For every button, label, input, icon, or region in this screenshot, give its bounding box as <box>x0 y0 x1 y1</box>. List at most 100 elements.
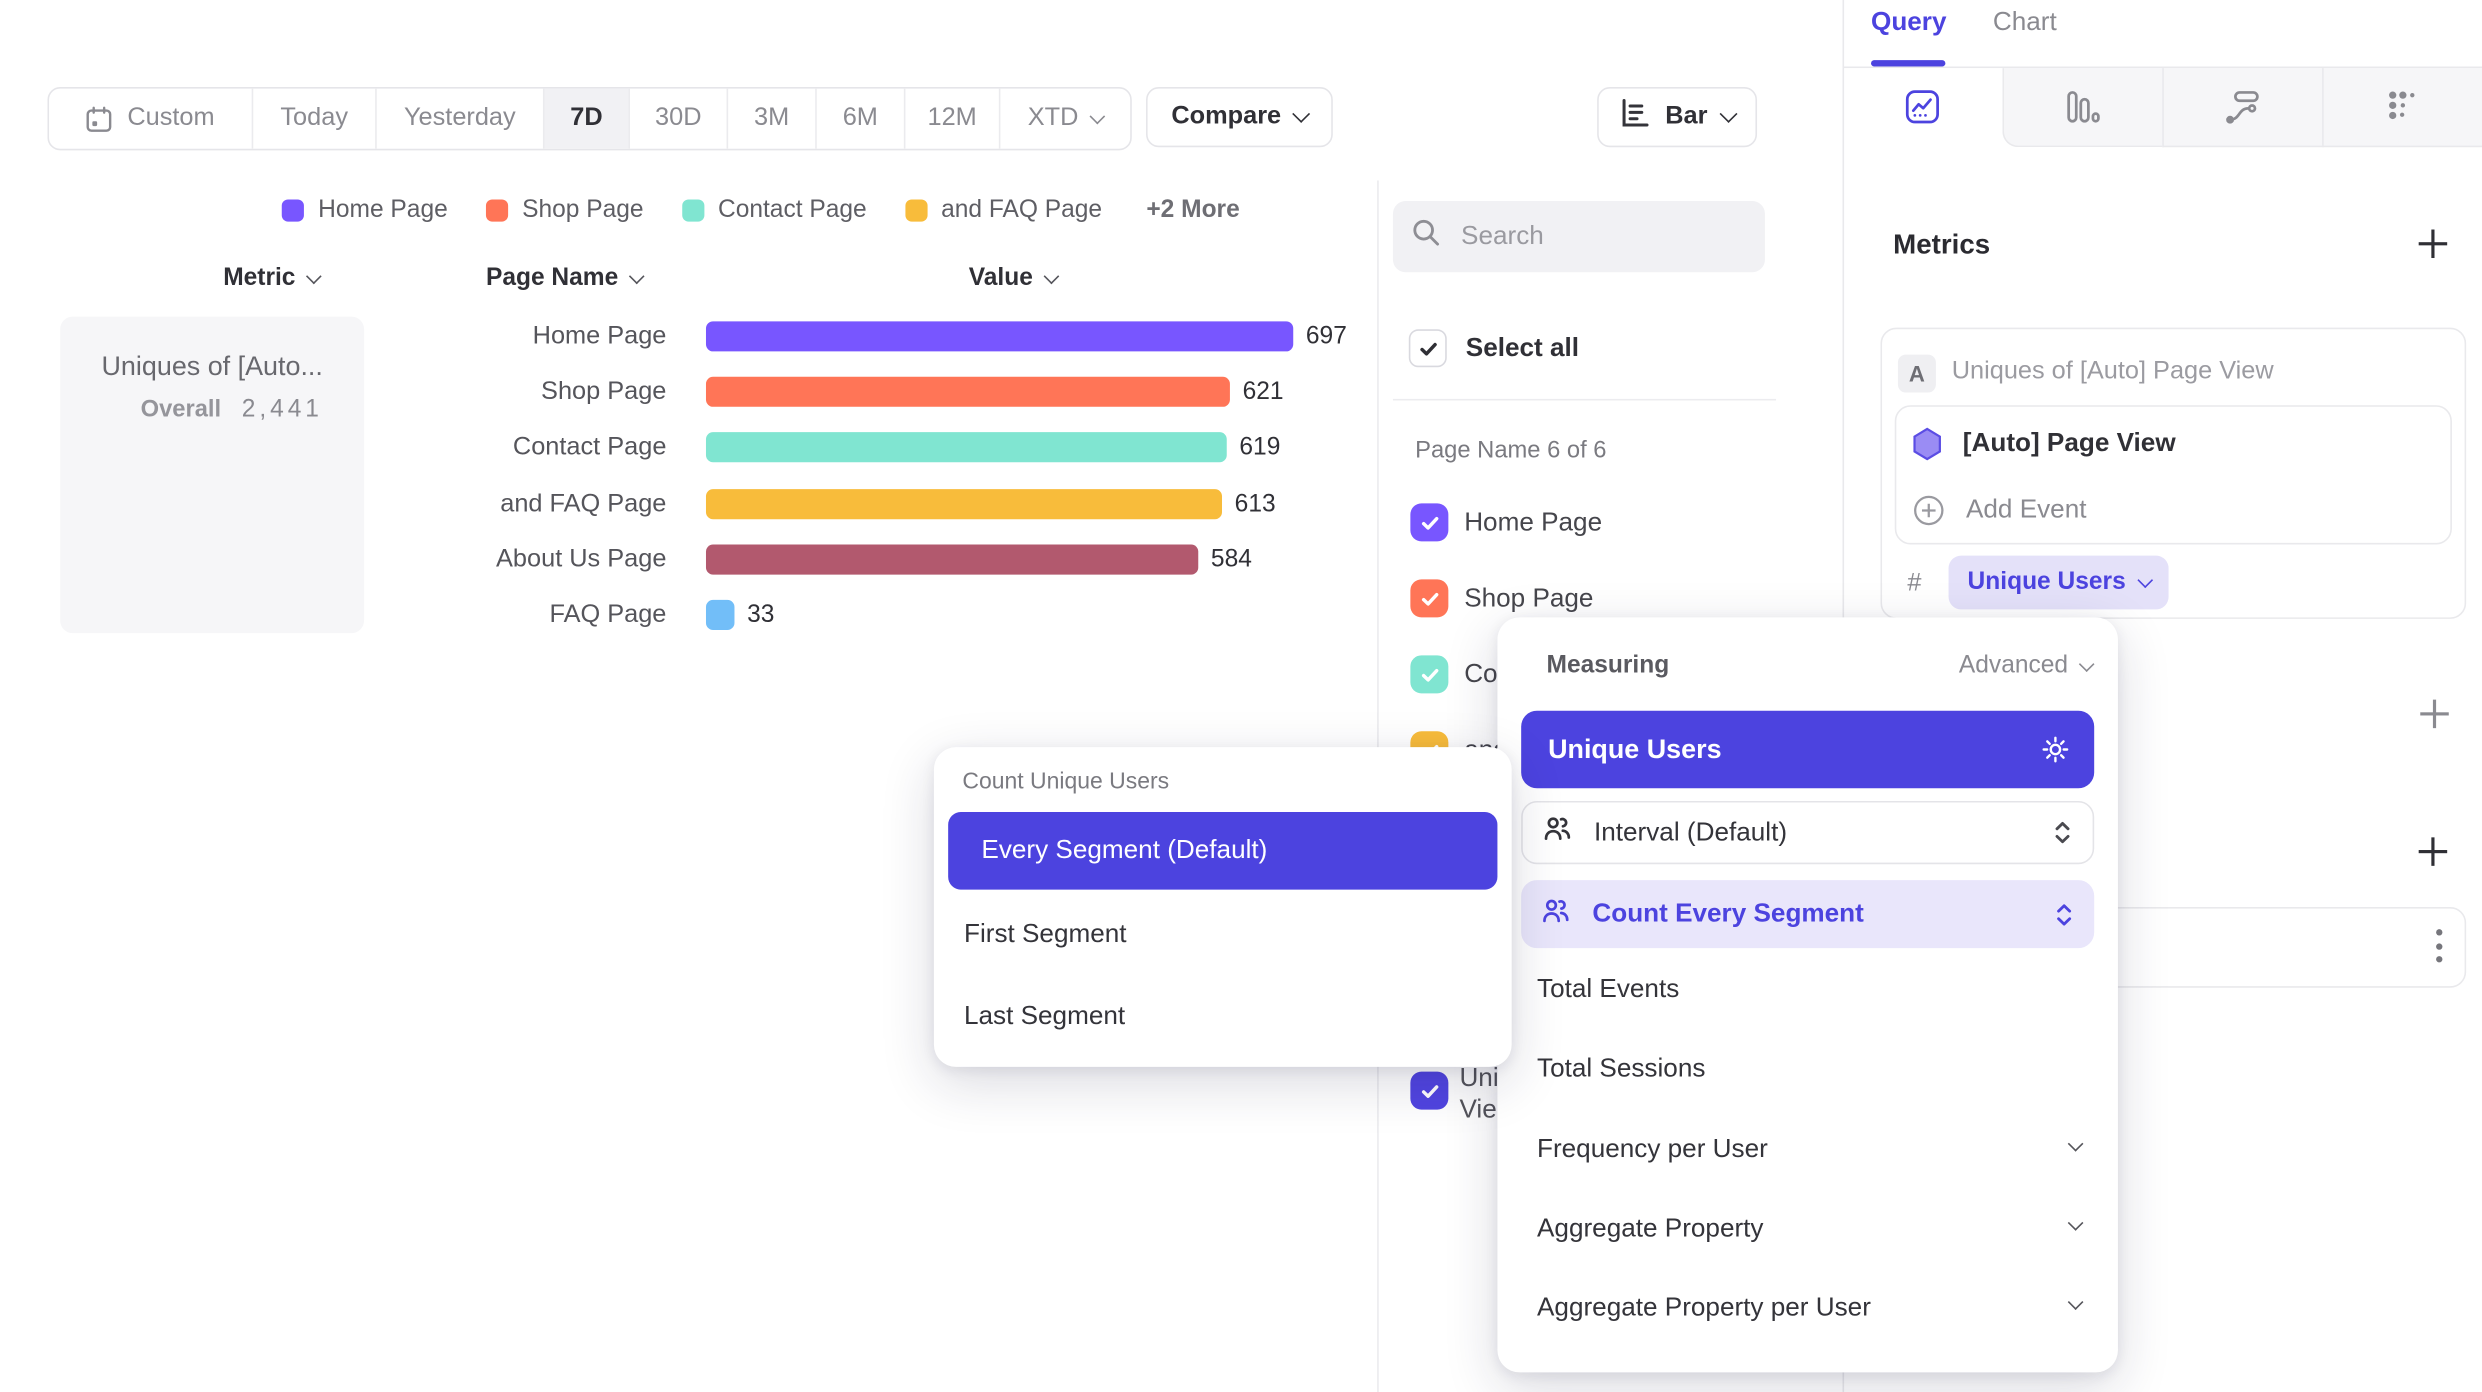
date-range-custom[interactable]: Custom <box>49 89 252 149</box>
chart-type-tab-retention[interactable] <box>2321 67 2482 147</box>
select-all-checkbox[interactable] <box>1408 329 1447 368</box>
metric-summary-title: Uniques of [Auto... <box>101 351 323 382</box>
metric-checkbox[interactable] <box>1410 1071 1449 1110</box>
legend-label: Shop Page <box>522 196 644 224</box>
measuring-option-label: Aggregate Property <box>1537 1214 1764 1243</box>
bar-category-label: Shop Page <box>541 378 667 406</box>
date-range-label: Custom <box>127 104 215 132</box>
column-header-value[interactable]: Value <box>969 264 1058 292</box>
add-event-row[interactable]: Add Event <box>1912 494 2086 527</box>
insights-chart-icon <box>1905 90 1939 124</box>
event-name: [Auto] Page View <box>1962 428 2176 458</box>
active-tab-underline <box>1870 60 1946 67</box>
segment-option-last-segment[interactable]: Last Segment <box>963 1001 1126 1031</box>
measuring-option-aggregate-property-per-user[interactable]: Aggregate Property per User <box>1537 1285 2086 1329</box>
segment-option-selected[interactable]: Every Segment (Default) <box>948 812 1498 890</box>
check-icon <box>1421 1084 1438 1098</box>
legend-swatch <box>485 199 508 222</box>
column-header-metric[interactable]: Metric <box>223 264 321 292</box>
search-input[interactable] <box>1457 220 1746 254</box>
metric-badge: A <box>1897 354 1936 393</box>
date-range-label: 30D <box>655 104 702 132</box>
measuring-popup: Measuring Advanced Unique Users Interval… <box>1497 617 2118 1373</box>
metric-summary-card: Uniques of [Auto... Overall 2,441 <box>60 316 365 634</box>
event-row[interactable]: [Auto] Page View <box>1912 427 2176 461</box>
column-header-page-name[interactable]: Page Name <box>486 264 644 292</box>
date-range-label: Today <box>280 104 348 132</box>
measuring-option-label: Frequency per User <box>1537 1134 1768 1164</box>
segment-checkbox-home-page[interactable] <box>1410 503 1449 542</box>
kebab-menu-icon[interactable] <box>2436 929 2443 969</box>
date-range-label: 12M <box>927 104 977 132</box>
compare-button[interactable]: Compare <box>1146 87 1334 148</box>
legend-swatch <box>904 199 927 222</box>
add-breakdown-button[interactable] <box>2418 837 2448 866</box>
bar[interactable] <box>705 432 1227 463</box>
measuring-option-label: Aggregate Property per User <box>1537 1293 1871 1322</box>
bar-value-label: 619 <box>1239 434 1281 462</box>
segment-checkbox-contact-page[interactable] <box>1410 655 1449 694</box>
chevron-down-icon <box>2137 572 2153 587</box>
date-range-7d[interactable]: 7D <box>542 88 629 149</box>
people-icon <box>1542 897 1572 932</box>
date-range-label: XTD <box>1027 104 1079 132</box>
bar-category-label: Contact Page <box>512 434 667 462</box>
bar[interactable] <box>705 544 1199 575</box>
gear-icon[interactable] <box>2040 734 2070 764</box>
add-filter-button[interactable] <box>2420 699 2449 729</box>
advanced-toggle[interactable]: Advanced <box>1959 652 2094 680</box>
bar-value-label: 697 <box>1305 322 1347 350</box>
metric-checkbox-label-line2: Vie <box>1459 1095 1497 1124</box>
hash-symbol: # <box>1907 569 1922 597</box>
date-range-segmented-control: Custom Today Yesterday 7D 30D 3M 6M 12M XTD <box>47 87 1132 151</box>
date-range-label: Yesterday <box>403 104 516 132</box>
date-range-12m[interactable]: 12M <box>903 88 999 149</box>
tab-query[interactable]: Query <box>1870 7 1947 37</box>
bar[interactable] <box>705 321 1294 352</box>
chart-type-button[interactable]: Bar <box>1597 87 1757 148</box>
measurement-pill[interactable]: Unique Users <box>1948 555 2170 610</box>
stepper-icon <box>2057 903 2072 925</box>
bar-category-label: and FAQ Page <box>500 490 667 517</box>
date-range-label: 6M <box>842 104 878 132</box>
chart-type-tab-funnels[interactable] <box>2001 67 2162 147</box>
chevron-down-icon <box>2067 1135 2083 1151</box>
measuring-title: Measuring <box>1546 652 1670 680</box>
date-range-3m[interactable]: 3M <box>726 88 816 149</box>
legend-item: Shop Page <box>485 196 644 224</box>
measuring-option-total-sessions[interactable]: Total Sessions <box>1537 1046 2086 1090</box>
date-range-6m[interactable]: 6M <box>815 88 904 149</box>
legend-swatch <box>281 199 304 222</box>
segment-option-first-segment[interactable]: First Segment <box>963 919 1127 949</box>
date-range-xtd[interactable]: XTD <box>998 88 1130 149</box>
date-range-today[interactable]: Today <box>251 88 375 149</box>
measuring-option-frequency-per-user[interactable]: Frequency per User <box>1537 1127 2086 1171</box>
legend-label: Contact Page <box>717 196 867 224</box>
date-range-yesterday[interactable]: Yesterday <box>375 88 543 149</box>
measuring-option-total-events[interactable]: Total Events <box>1537 967 2086 1011</box>
event-card: [Auto] Page View Add Event <box>1894 405 2452 545</box>
bar[interactable] <box>705 377 1230 408</box>
chevron-down-icon <box>1292 105 1311 123</box>
segment-checkbox-shop-page[interactable] <box>1410 579 1449 618</box>
measuring-option-label: Total Sessions <box>1537 1054 1706 1083</box>
bar[interactable] <box>705 599 735 630</box>
legend-item: Home Page <box>281 196 448 224</box>
chevron-down-icon <box>2067 1215 2083 1230</box>
measuring-option-selected[interactable]: Unique Users <box>1521 710 2095 789</box>
metric-card[interactable]: A Uniques of [Auto] Page View [Auto] Pag… <box>1880 327 2467 619</box>
bar[interactable] <box>705 488 1223 519</box>
interval-selector[interactable]: Interval (Default) <box>1521 800 2095 865</box>
chart-type-tab-flows[interactable] <box>2161 67 2322 147</box>
measuring-option-aggregate-property[interactable]: Aggregate Property <box>1537 1206 2086 1250</box>
bar-value-label: 33 <box>747 601 775 629</box>
add-metric-button[interactable] <box>2418 229 2448 259</box>
date-range-30d[interactable]: 30D <box>628 88 726 149</box>
chart-type-tab-insights[interactable] <box>1842 67 2002 146</box>
event-hexagon-icon <box>1913 427 1941 461</box>
tab-chart[interactable]: Chart <box>1992 7 2057 37</box>
funnel-bars-icon <box>2067 90 2100 122</box>
count-segment-selector[interactable]: Count Every Segment <box>1521 880 2095 949</box>
chevron-down-icon <box>2078 655 2094 671</box>
legend-more-label[interactable]: +2 More <box>1146 196 1240 224</box>
